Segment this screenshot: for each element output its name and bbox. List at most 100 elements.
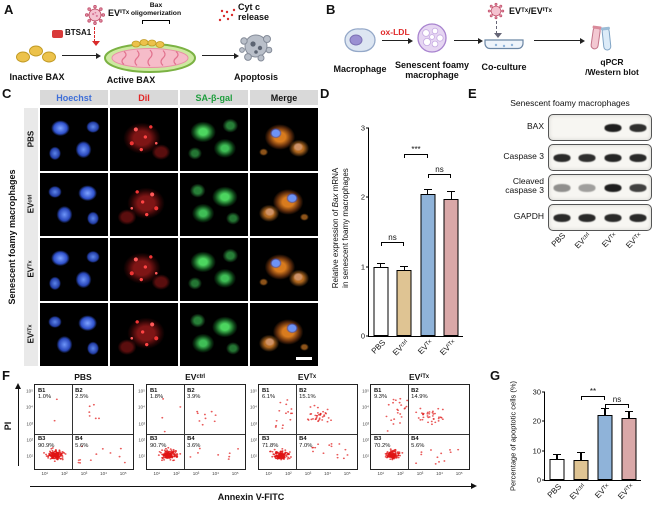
y-tick-mark <box>366 266 369 268</box>
sig-label: ns <box>388 233 397 243</box>
row-label-evtx: EVᵀˣ <box>26 260 36 278</box>
flow-x-tick: 10⁴ <box>100 471 108 476</box>
flow-title-pbs: PBS <box>74 372 92 382</box>
g-y-axis-text: Percentage of apoptotic cells (%) <box>508 380 518 492</box>
coculture-label: Co-culture <box>481 62 527 72</box>
protein-band <box>629 153 647 162</box>
cyt-c-dots-icon <box>218 8 236 22</box>
quadrant-name: B4 <box>411 436 419 443</box>
protein-band <box>604 213 622 222</box>
flow-y-tick: 10² <box>250 437 257 443</box>
quadrant-B2: B2 14.9% <box>411 388 427 401</box>
quadrant-value: 7.0% <box>299 442 313 449</box>
quadrant-B3: B3 90.7% <box>150 436 166 449</box>
y-tick-mark <box>542 420 545 422</box>
flow-x-tick: 10² <box>173 471 180 476</box>
annexin-axis-arrow <box>30 482 477 491</box>
blot-gapdh <box>548 204 652 231</box>
bax-oligomerization-label: Bax oligomerization <box>130 2 182 17</box>
quadrant-value: 6.1% <box>261 393 276 400</box>
flow-y-tick: 10⁵ <box>26 388 33 394</box>
micrograph-evctrl-merge <box>250 173 318 236</box>
quadrant-B3: B3 90.9% <box>38 436 54 449</box>
scale-bar <box>296 357 312 360</box>
row-label-evitx: EVⁱᵀˣ <box>26 324 36 344</box>
flow-x-tick: 10⁴ <box>436 471 444 476</box>
blot-bax <box>548 114 652 141</box>
quadrant-name: B3 <box>149 436 158 443</box>
bar-EVᵀˣ <box>420 193 436 336</box>
flow-y-tick: 10³ <box>138 421 145 427</box>
micrograph-pbs-merge <box>250 108 318 171</box>
y-tick-mark <box>542 450 545 452</box>
arrow-oxldl <box>382 38 413 44</box>
quadrant-value: 3.6% <box>187 442 201 449</box>
quadrant-name: B2 <box>187 387 195 394</box>
panel-a-label: A <box>4 2 14 17</box>
flow-x-tick: 10⁵ <box>343 471 351 476</box>
qpcr-label: qPCR <box>600 57 624 67</box>
quadrant-name: B1 <box>373 387 382 394</box>
quadrant-name: B1 <box>37 387 46 394</box>
scatter-dots <box>268 399 349 461</box>
quadrant-name: B2 <box>75 387 83 394</box>
y-tick-mark <box>366 335 369 337</box>
quadrant-name: B1 <box>261 387 270 394</box>
protein-band <box>553 153 571 162</box>
quadrant-value: 1.8% <box>149 393 164 400</box>
y-tick-label: 3 <box>360 123 365 133</box>
panel-b-label: B <box>326 2 336 17</box>
apoptosis-label: Apoptosis <box>234 72 278 82</box>
quadrant-value: 2.5% <box>75 393 89 400</box>
btsa1-arrow <box>91 27 100 46</box>
blot-label-caspase3: Caspase 3 <box>503 151 544 161</box>
col-header-dil: DiI <box>110 90 178 105</box>
quadrant-name: B3 <box>261 436 270 443</box>
senescent-foamy-label: Senescent foamy macrophage <box>394 60 470 81</box>
blot-label-cleaved-caspase3: Cleaved caspase 3 <box>505 176 544 195</box>
d-y-axis-label: Relative expression of Bax mRNA in senes… <box>331 168 351 289</box>
readout-label: qPCR /Western blot <box>576 57 648 78</box>
macrophage-label: Macrophage <box>333 64 387 74</box>
quadrant-B3: B3 71.8% <box>262 436 278 449</box>
quadrant-name: B4 <box>299 436 307 443</box>
inactive-bax-label: Inactive BAX <box>9 72 65 82</box>
sig-label: ** <box>589 387 597 397</box>
protein-band <box>553 213 571 222</box>
flow-x-tick: 10¹ <box>41 471 49 476</box>
protein-band <box>629 123 647 132</box>
flow-y-tick: 10¹ <box>26 453 33 459</box>
quadrant-value: 71.8% <box>261 442 279 449</box>
protein-band <box>604 183 622 192</box>
blot-cleaved-caspase3 <box>548 174 652 201</box>
macrophage-icon <box>344 28 376 53</box>
quadrant-divider-h <box>35 433 133 435</box>
flow-y-tick: 10³ <box>250 421 257 427</box>
panel-d-label: D <box>320 86 330 101</box>
apoptotic-cell-icon <box>239 34 273 62</box>
arrow-to-apoptosis <box>202 53 239 59</box>
bar-EVᵀˣ <box>597 415 613 480</box>
panel-g-label: G <box>490 368 501 383</box>
blot-caspase3 <box>548 144 652 171</box>
y-tick-mark <box>366 127 369 129</box>
ev-drop-arrow <box>493 21 502 38</box>
bar-EVᶜᵗʳˡ <box>573 460 589 480</box>
y-tick-label: 10 <box>532 446 541 456</box>
bar-PBS <box>373 266 389 336</box>
arrow-inactive-to-active <box>62 53 101 59</box>
flow-y-tick: 10³ <box>26 421 33 427</box>
cyt-c-release-label: Cyt c release <box>238 2 270 23</box>
flow-x-tick: 10¹ <box>153 471 161 476</box>
y-tick-label: 20 <box>532 416 541 426</box>
quadrant-B4: B4 5.6% <box>75 436 88 449</box>
quadrant-divider-h <box>259 433 357 435</box>
flow-y-tick: 10⁴ <box>26 404 33 410</box>
sig-bracket: *** <box>404 146 428 159</box>
flow-plot-pbs: 10⁵ 10⁴ 10³ 10² 10¹ 10¹ 10² 10³ 10⁴ 10⁵ B1 1.0% B2 2.… <box>26 384 134 476</box>
y-tick-mark <box>542 479 545 481</box>
micrograph-evtx-dil <box>110 238 178 301</box>
ox-ldl-label: ox-LDL <box>380 27 410 37</box>
foam-cell-icon <box>417 23 447 53</box>
flow-title-evctrl: EVᶜᵗʳˡ <box>185 372 205 382</box>
